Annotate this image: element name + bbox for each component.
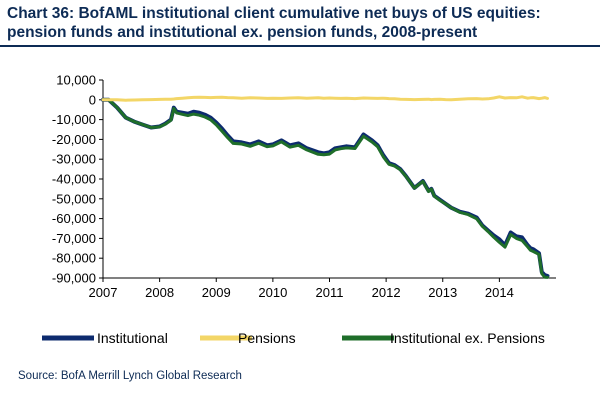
y-tick-label: 10,000 — [56, 73, 96, 88]
x-tick-label: 2012 — [372, 285, 401, 300]
y-tick-label: -60,000 — [52, 211, 96, 226]
chart-title-line-2: pension funds and institutional ex. pens… — [7, 24, 478, 41]
x-tick-label: 2008 — [145, 285, 174, 300]
x-tick-label: 2014 — [485, 285, 514, 300]
y-tick-label: -50,000 — [52, 191, 96, 206]
x-tick-label: 2007 — [89, 285, 118, 300]
legend-label-pensions: Pensions — [238, 330, 296, 346]
y-tick-label: -20,000 — [52, 132, 96, 147]
y-tick-label: 0 — [89, 92, 96, 107]
series-line-pensions — [101, 95, 549, 102]
y-tick-label: -10,000 — [52, 112, 96, 127]
x-tick-label: 2013 — [428, 285, 457, 300]
chart-title-line-1: Chart 36: BofAML institutional client cu… — [7, 5, 541, 22]
title-divider — [0, 45, 600, 47]
y-tick-label: -70,000 — [52, 231, 96, 246]
source-note: Source: BofA Merrill Lynch Global Resear… — [18, 370, 242, 382]
legend-label-institutional-ex-pensions: Institutional ex. Pensions — [390, 330, 545, 346]
series-line-institutional — [101, 97, 550, 278]
x-tick-label: 2011 — [316, 285, 344, 300]
chart-title: Chart 36: BofAML institutional client cu… — [7, 4, 597, 42]
legend-label-institutional: Institutional — [97, 330, 168, 346]
y-tick-label: -40,000 — [52, 172, 96, 187]
y-tick-label: -90,000 — [52, 271, 96, 286]
x-tick-label: 2010 — [258, 285, 287, 300]
line-chart: 10,000 0 -10,000 -20,000 -30,000 -40,000 -50,0… — [42, 73, 556, 346]
y-tick-label: -30,000 — [52, 152, 96, 167]
y-tick-label: -80,000 — [52, 251, 96, 266]
x-tick-label: 2009 — [202, 285, 231, 300]
series-line-institutional-ex-pensions — [101, 98, 549, 279]
